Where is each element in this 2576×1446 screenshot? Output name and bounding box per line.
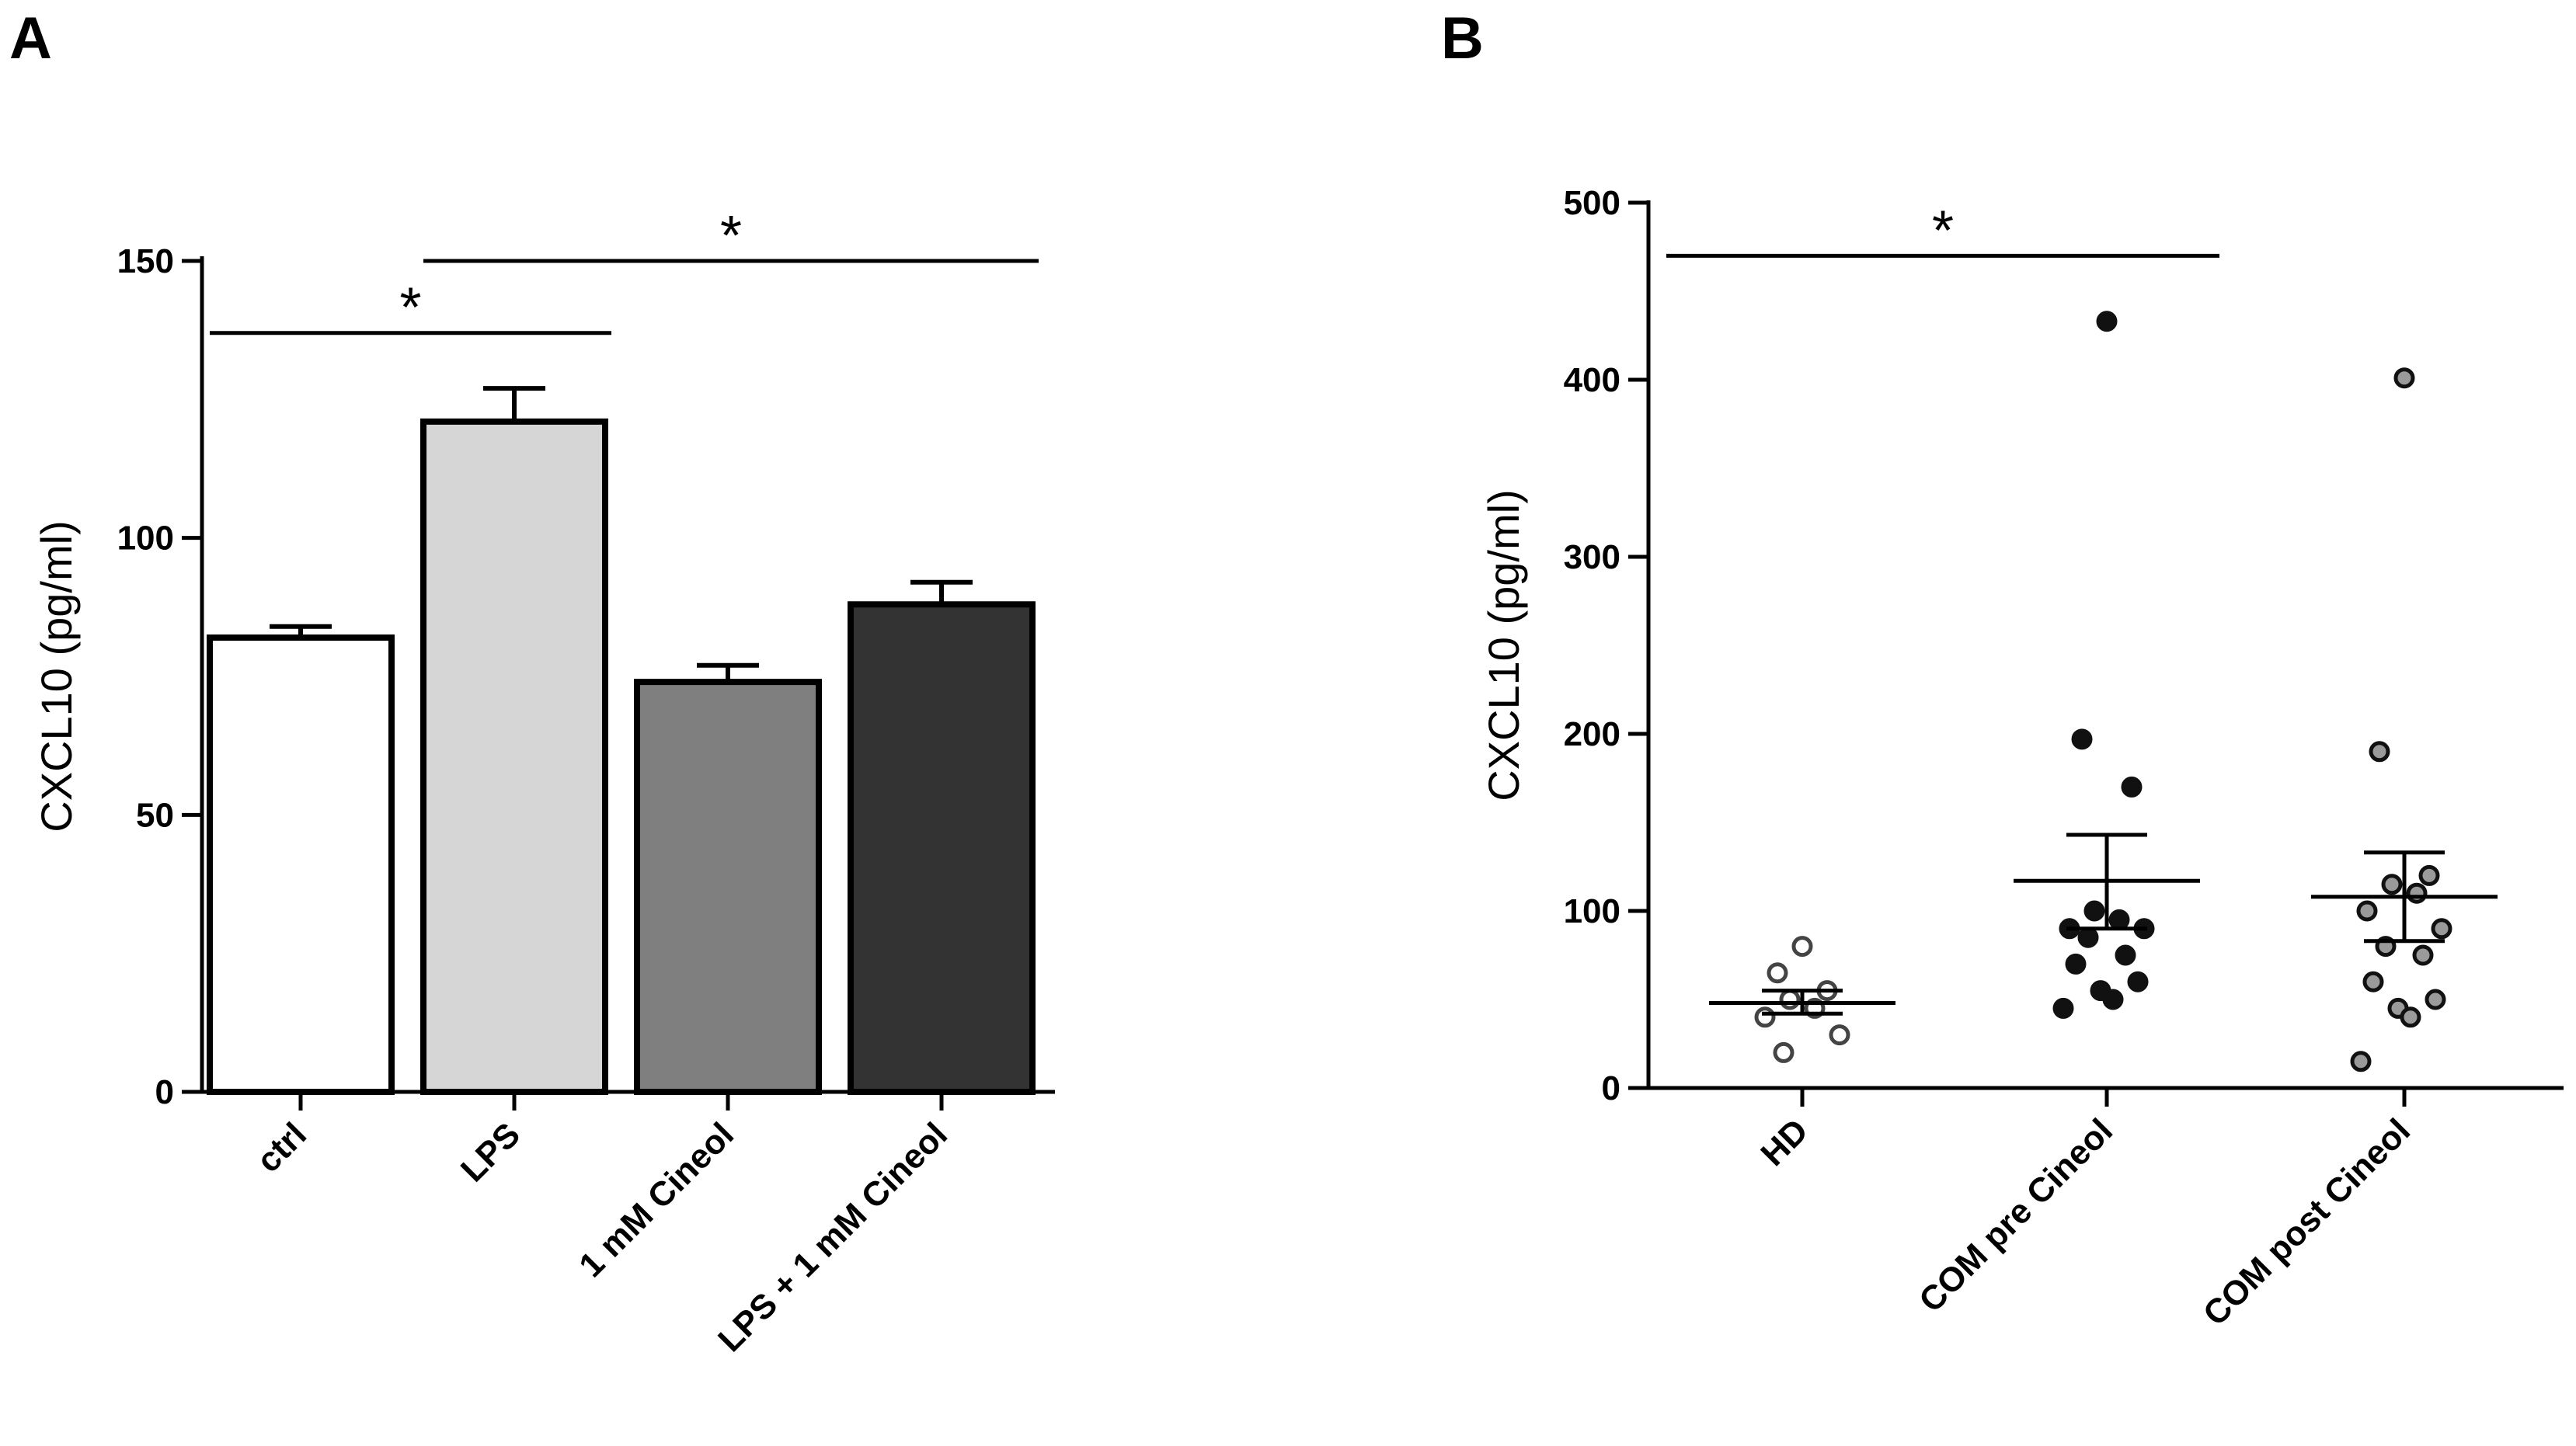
panel-a-x-tick-label: ctrl — [249, 1115, 314, 1180]
panel-a-significance-star: * — [399, 277, 421, 339]
panel-b: B CXCL10 (pg/ml) 0 100 200 300 400 500 HD COM … — [1441, 5, 2564, 1333]
panel-b-y-tick-label: 500 — [1564, 184, 1620, 222]
panel-b-data-point — [2127, 971, 2149, 992]
panel-b-data-point — [2400, 1006, 2421, 1028]
panel-a-y-tick-label: 50 — [136, 796, 174, 834]
panel-b-data-point — [1754, 1006, 1776, 1028]
panel-a-x-tick-label: LPS + 1 mM Cineol — [711, 1115, 955, 1359]
panel-b-data-point — [2381, 874, 2403, 895]
panel-b-data-point — [2096, 311, 2118, 332]
panel-a-bar — [634, 679, 822, 1095]
panel-a-bar — [207, 634, 395, 1095]
panel-a-y-tick-label: 100 — [117, 520, 174, 558]
panel-a-bars — [207, 386, 1036, 1095]
panel-b-letter: B — [1441, 5, 1484, 71]
panel-b-data-point — [2065, 953, 2087, 975]
panel-b-y-axis-title: CXCL10 (pg/ml) — [1479, 489, 1528, 801]
panel-a-letter: A — [9, 5, 52, 71]
panel-b-data-point — [2108, 909, 2130, 930]
panel-b-data-point — [2350, 1051, 2372, 1072]
panel-b-data-point — [1829, 1024, 1850, 1046]
panel-a-y-axis-title: CXCL10 (pg/ml) — [32, 520, 81, 832]
panel-b-data-point — [2362, 971, 2384, 992]
panel-b-data-point — [2102, 989, 2124, 1010]
panel-b-x-tick-label: COM pre Cineol — [1912, 1111, 2120, 1319]
panel-b-data-point — [2115, 944, 2136, 966]
panel-b-y-tick-label: 0 — [1602, 1069, 1620, 1107]
panel-b-significance: * — [1666, 200, 2219, 262]
panel-b-data-point — [2083, 900, 2105, 922]
panel-b-points — [1709, 311, 2498, 1072]
panel-b-data-point — [2431, 918, 2452, 940]
panel-b-y-ticks: 0 100 200 300 400 500 — [1564, 184, 1648, 1107]
panel-b-data-point — [1779, 989, 1801, 1010]
panel-a-x-tick-label: 1 mM Cineol — [572, 1115, 741, 1284]
panel-b-data-point — [2425, 989, 2446, 1010]
panel-b-significance-star: * — [1932, 200, 1954, 262]
panel-b-data-point — [2356, 900, 2378, 922]
panel-b-data-point — [1773, 1041, 1794, 1063]
panel-b-data-point — [2121, 776, 2143, 798]
panel-b-data-point — [1791, 936, 1813, 958]
panel-a-y-ticks: 0 50 100 150 — [117, 242, 202, 1111]
panel-b-x-labels: HD COM pre Cineol COM post Cineol — [1753, 1088, 2418, 1333]
panel-b-y-tick-label: 200 — [1564, 715, 1620, 753]
panel-b-data-point — [2393, 367, 2415, 389]
panel-b-data-point — [2418, 864, 2440, 886]
panel-b-x-tick-label: HD — [1753, 1111, 1815, 1173]
panel-b-data-point — [2406, 882, 2428, 904]
panel-a-y-tick-label: 150 — [117, 242, 174, 280]
panel-b-data-point — [2369, 741, 2390, 763]
panel-b-x-tick-label: COM post Cineol — [2196, 1111, 2418, 1333]
panel-a-bar — [848, 601, 1036, 1095]
panel-b-y-tick-label: 300 — [1564, 538, 1620, 576]
panel-a-bar — [420, 418, 608, 1095]
panel-b-y-tick-label: 100 — [1564, 892, 1620, 930]
panel-b-data-point — [2071, 728, 2093, 750]
panel-a-y-tick-label: 0 — [155, 1073, 174, 1111]
panel-b-y-tick-label: 400 — [1564, 361, 1620, 399]
panel-b-data-point — [2077, 926, 2099, 948]
panel-a-x-tick-label: LPS — [454, 1115, 527, 1189]
panel-b-data-point — [2412, 944, 2434, 966]
panel-a-significance: ** — [210, 205, 1039, 339]
panel-a-significance-star: * — [720, 205, 742, 267]
panel-a: A CXCL10 (pg/ml) 0 50 100 150 ctrl LPS 1 mM C… — [9, 5, 1055, 1359]
panel-b-data-point — [1767, 962, 1788, 984]
panel-b-data-point — [2052, 997, 2074, 1019]
